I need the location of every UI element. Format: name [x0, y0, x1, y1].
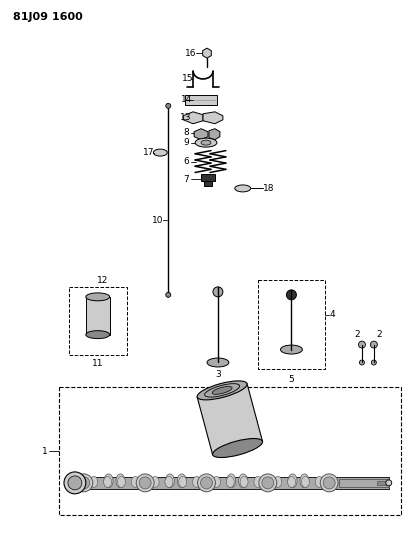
Circle shape	[323, 477, 335, 489]
Circle shape	[78, 477, 90, 489]
Text: 4: 4	[329, 310, 335, 319]
Circle shape	[370, 341, 377, 348]
Ellipse shape	[179, 477, 187, 487]
Bar	[197, 384, 263, 455]
Polygon shape	[183, 112, 203, 124]
Ellipse shape	[192, 477, 201, 487]
Ellipse shape	[300, 474, 309, 488]
Circle shape	[320, 474, 338, 492]
Ellipse shape	[104, 477, 112, 487]
Ellipse shape	[90, 477, 98, 487]
Ellipse shape	[165, 477, 173, 487]
Circle shape	[136, 474, 154, 492]
Text: 1: 1	[42, 447, 48, 456]
Text: 9: 9	[183, 138, 189, 147]
Bar	[339, 479, 389, 487]
Text: 8: 8	[183, 128, 189, 137]
Ellipse shape	[235, 185, 251, 192]
Ellipse shape	[104, 474, 113, 488]
Ellipse shape	[212, 386, 232, 394]
Bar	[201, 174, 215, 181]
Polygon shape	[203, 48, 211, 58]
Ellipse shape	[86, 330, 110, 338]
Circle shape	[359, 360, 364, 365]
Ellipse shape	[280, 345, 302, 354]
Ellipse shape	[226, 477, 234, 487]
Circle shape	[259, 474, 277, 492]
Circle shape	[166, 103, 171, 108]
Text: 10: 10	[152, 216, 163, 225]
Bar	[185, 95, 217, 105]
Circle shape	[262, 477, 274, 489]
Circle shape	[201, 477, 212, 489]
Circle shape	[197, 474, 216, 492]
Bar	[86, 297, 110, 335]
Text: 2: 2	[354, 330, 360, 339]
Text: 15: 15	[183, 75, 194, 84]
Ellipse shape	[315, 477, 323, 487]
Circle shape	[358, 341, 366, 348]
Circle shape	[213, 287, 223, 297]
Bar	[69, 287, 126, 354]
Ellipse shape	[239, 474, 248, 488]
Bar	[258, 280, 325, 369]
Text: 2: 2	[376, 330, 382, 339]
Bar	[377, 481, 389, 485]
Bar	[59, 387, 401, 515]
Text: 14: 14	[181, 95, 193, 104]
Ellipse shape	[240, 477, 248, 487]
Ellipse shape	[117, 477, 126, 487]
Circle shape	[386, 480, 392, 486]
Circle shape	[68, 476, 82, 490]
Text: 18: 18	[263, 184, 274, 193]
Ellipse shape	[151, 477, 159, 487]
Polygon shape	[194, 129, 208, 140]
Circle shape	[371, 360, 376, 365]
Ellipse shape	[153, 149, 167, 156]
Ellipse shape	[254, 477, 262, 487]
Ellipse shape	[116, 474, 125, 488]
Ellipse shape	[165, 474, 174, 488]
Text: 81J09 1600: 81J09 1600	[13, 12, 83, 22]
Polygon shape	[209, 129, 220, 140]
Text: 3: 3	[215, 370, 221, 379]
Text: 11: 11	[92, 359, 104, 368]
Ellipse shape	[131, 477, 139, 487]
Circle shape	[287, 290, 297, 300]
Ellipse shape	[204, 384, 240, 397]
Polygon shape	[203, 112, 223, 124]
Text: 16: 16	[185, 49, 197, 58]
Text: 6: 6	[183, 157, 189, 166]
Ellipse shape	[213, 439, 263, 457]
Ellipse shape	[287, 477, 296, 487]
Text: 17: 17	[142, 148, 154, 157]
Ellipse shape	[288, 474, 297, 488]
Text: 7: 7	[183, 175, 189, 184]
Circle shape	[166, 293, 171, 297]
Text: 13: 13	[180, 114, 192, 122]
Circle shape	[139, 477, 151, 489]
Ellipse shape	[207, 358, 229, 367]
Text: 5: 5	[289, 375, 294, 384]
Circle shape	[64, 472, 86, 494]
Ellipse shape	[86, 293, 110, 301]
Ellipse shape	[177, 474, 186, 488]
Ellipse shape	[212, 477, 221, 487]
Text: 12: 12	[97, 277, 108, 286]
Ellipse shape	[301, 477, 309, 487]
Bar	[84, 480, 329, 486]
Ellipse shape	[197, 381, 247, 400]
Ellipse shape	[274, 477, 282, 487]
Ellipse shape	[201, 140, 211, 145]
Ellipse shape	[195, 138, 217, 147]
Ellipse shape	[227, 474, 236, 488]
Bar	[204, 181, 212, 187]
Bar	[69, 477, 389, 489]
Circle shape	[75, 474, 93, 492]
